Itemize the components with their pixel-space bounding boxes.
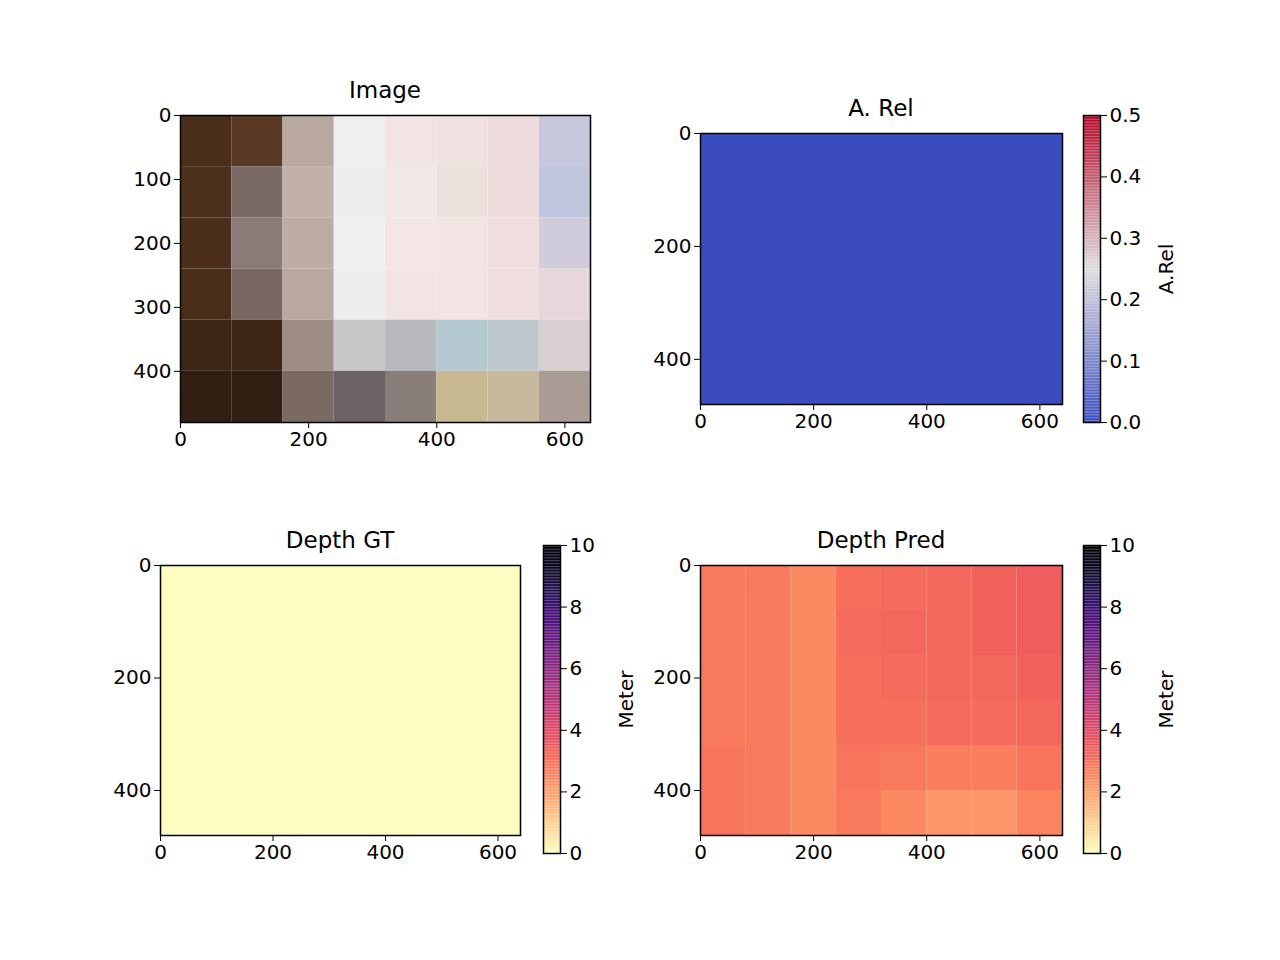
svg-text:6: 6 bbox=[1110, 656, 1123, 680]
svg-text:2: 2 bbox=[570, 779, 583, 803]
svg-text:400: 400 bbox=[366, 840, 404, 864]
svg-text:600: 600 bbox=[546, 427, 584, 451]
svg-text:200: 200 bbox=[133, 231, 171, 255]
html-text:A. Rel: A. Rel bbox=[848, 95, 914, 121]
svg-text:10: 10 bbox=[570, 533, 595, 557]
svg-text:0: 0 bbox=[139, 553, 152, 577]
svg-text:0: 0 bbox=[679, 121, 692, 145]
svg-text:0: 0 bbox=[159, 103, 172, 127]
svg-text:200: 200 bbox=[653, 665, 691, 689]
svg-text:400: 400 bbox=[908, 409, 946, 433]
svg-text:600: 600 bbox=[1021, 409, 1059, 433]
svg-text:0: 0 bbox=[694, 840, 707, 864]
svg-text:200: 200 bbox=[795, 840, 833, 864]
svg-text:0: 0 bbox=[679, 553, 692, 577]
svg-text:4: 4 bbox=[1110, 718, 1123, 742]
html-text:Image: Image bbox=[349, 77, 421, 103]
svg-text:600: 600 bbox=[1021, 840, 1059, 864]
svg-text:400: 400 bbox=[653, 778, 691, 802]
svg-text:400: 400 bbox=[133, 359, 171, 383]
svg-text:0: 0 bbox=[154, 840, 167, 864]
svg-text:0.4: 0.4 bbox=[1110, 164, 1142, 188]
svg-text:400: 400 bbox=[113, 778, 151, 802]
svg-text:400: 400 bbox=[908, 840, 946, 864]
svg-text:0: 0 bbox=[570, 841, 583, 865]
svg-text:0: 0 bbox=[1110, 841, 1123, 865]
svg-text:400: 400 bbox=[418, 427, 456, 451]
svg-text:2: 2 bbox=[1110, 779, 1123, 803]
svg-text:0.1: 0.1 bbox=[1110, 349, 1142, 373]
svg-text:600: 600 bbox=[479, 840, 517, 864]
svg-text:300: 300 bbox=[133, 295, 171, 319]
svg-text:200: 200 bbox=[290, 427, 328, 451]
svg-text:200: 200 bbox=[113, 665, 151, 689]
svg-text:A.Rel: A.Rel bbox=[1154, 244, 1178, 295]
svg-text:8: 8 bbox=[570, 595, 583, 619]
html-text:Depth GT: Depth GT bbox=[285, 527, 395, 553]
svg-text:Meter: Meter bbox=[614, 670, 638, 729]
svg-text:Meter: Meter bbox=[1154, 670, 1178, 729]
svg-text:0.5: 0.5 bbox=[1110, 103, 1142, 127]
html-text:Depth Pred: Depth Pred bbox=[816, 527, 946, 553]
svg-text:6: 6 bbox=[570, 656, 583, 680]
svg-text:0: 0 bbox=[694, 409, 707, 433]
svg-text:0.2: 0.2 bbox=[1110, 287, 1142, 311]
svg-text:100: 100 bbox=[133, 167, 171, 191]
svg-text:400: 400 bbox=[653, 347, 691, 371]
svg-text:8: 8 bbox=[1110, 595, 1123, 619]
svg-text:200: 200 bbox=[795, 409, 833, 433]
svg-text:0.3: 0.3 bbox=[1110, 226, 1142, 250]
svg-text:4: 4 bbox=[570, 718, 583, 742]
svg-text:0: 0 bbox=[174, 427, 187, 451]
svg-text:200: 200 bbox=[254, 840, 292, 864]
svg-text:200: 200 bbox=[653, 234, 691, 258]
svg-text:0.0: 0.0 bbox=[1110, 410, 1142, 434]
svg-text:10: 10 bbox=[1110, 533, 1135, 557]
